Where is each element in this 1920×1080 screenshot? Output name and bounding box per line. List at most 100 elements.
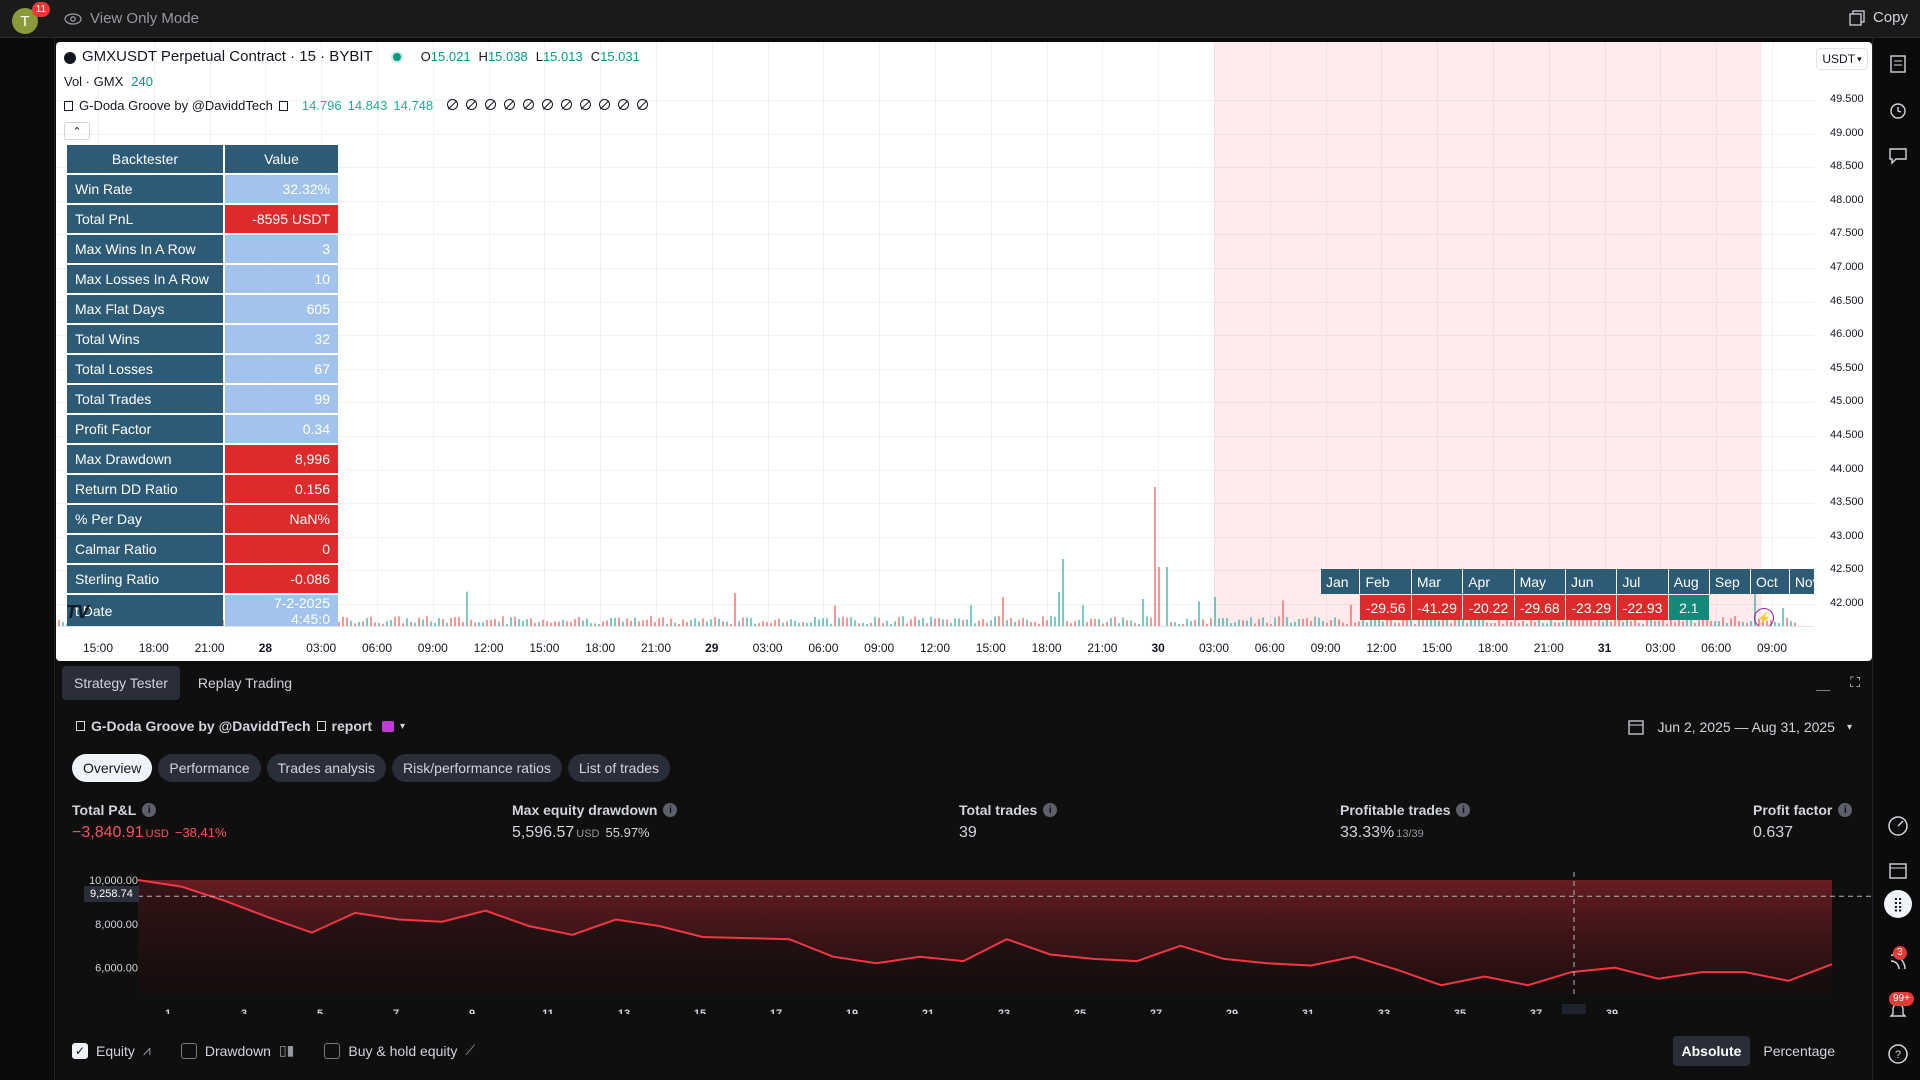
chevron-down-icon: ▾ (1857, 53, 1862, 64)
gauge-icon[interactable] (1886, 814, 1910, 838)
volume-bar (1286, 617, 1288, 627)
volume-bar (1730, 618, 1732, 627)
volume-bar (1458, 618, 1460, 627)
metric-label: Profit factor (1753, 802, 1833, 818)
info-icon[interactable]: i (1838, 803, 1853, 817)
price-chart[interactable]: GMXUSDT Perpetual Contract · 15 · BYBIT … (56, 42, 1872, 661)
collapse-legend-button[interactable]: ⌃ (64, 122, 90, 140)
percentage-button[interactable]: Percentage (1763, 1043, 1835, 1059)
volume-bar (1794, 622, 1796, 627)
ohlc-low: 15.013 (542, 49, 583, 64)
volume-bar (402, 623, 404, 627)
info-icon[interactable]: i (1043, 803, 1058, 817)
copy-icon (1849, 9, 1865, 26)
volume-bar (1478, 616, 1480, 627)
volume-bar (1614, 620, 1616, 627)
volume-bar (1014, 621, 1016, 627)
time-tick: 15:00 (975, 641, 1006, 655)
price-axis[interactable]: 49.500 49.000 48.500 48.000 47.500 47.000 46.5… (1814, 42, 1872, 626)
volume-bar (854, 620, 856, 627)
metric-sub: 13/39 (1396, 828, 1424, 840)
month-return: -29.56 (1360, 595, 1411, 620)
strategy-selector[interactable]: G-Doda Groove by @DaviddTech report ▾ (76, 718, 405, 734)
volume-bar (630, 620, 632, 627)
minimize-icon[interactable]: ＿ (1816, 676, 1831, 692)
month-header: Jan (1321, 569, 1360, 594)
info-icon[interactable]: i (663, 803, 678, 817)
volume-bar (1110, 618, 1112, 627)
buy-hold-checkbox[interactable]: Buy & hold equity ⟋ (324, 1042, 475, 1059)
volume-bar (1618, 618, 1620, 627)
volume-legend[interactable]: Vol · GMX 240 (64, 74, 153, 89)
volume-bar (1454, 618, 1456, 627)
date-range-picker[interactable]: Jun 2, 2025 — Aug 31, 2025 ▾ (1627, 718, 1852, 736)
volume-bar (570, 621, 572, 627)
tab-replay-trading[interactable]: Replay Trading (197, 675, 293, 691)
volume-bar (1414, 623, 1416, 627)
drawdown-checkbox[interactable]: Drawdown ▯▮ (180, 1042, 294, 1059)
calendar-icon[interactable] (1886, 858, 1910, 882)
subtab-overview[interactable]: Overview (72, 754, 153, 782)
volume-bar (526, 619, 528, 627)
metric-value: 0.637 (1753, 824, 1794, 841)
volume-bar (1670, 619, 1672, 627)
tab-strategy-tester[interactable]: Strategy Tester (62, 666, 180, 700)
time-tick: 18:00 (1031, 641, 1062, 655)
month-header: Feb (1360, 569, 1411, 594)
volume-bar (682, 619, 684, 627)
symbol-title[interactable]: GMXUSDT Perpetual Contract · 15 · BYBIT (82, 48, 373, 65)
strategy-box-icon (76, 721, 85, 731)
equity-chart[interactable]: 10,000.008,000.006,000.001 3 5 7 9 11 13 15 17 19… (56, 864, 1872, 1014)
backtester-header: Backtester (67, 145, 223, 173)
volume-bar (554, 621, 556, 627)
info-icon[interactable]: i (142, 803, 157, 817)
time-axis[interactable]: 15:00 18:00 21:00 28 03:00 06:00 09:00 12:00 15:… (56, 626, 1814, 661)
volume-bar (1598, 619, 1600, 627)
subtab-performance[interactable]: Performance (158, 754, 261, 782)
subtab-risk-ratios[interactable]: Risk/performance ratios (392, 754, 562, 782)
help-icon[interactable]: ? (1886, 1042, 1910, 1066)
stream-badge: 3 (1893, 946, 1907, 960)
volume-bar (454, 617, 456, 627)
price-tick: 46.500 (1830, 294, 1864, 307)
info-icon[interactable]: i (1456, 803, 1471, 817)
date-range-label: Jun 2, 2025 — Aug 31, 2025 (1657, 719, 1835, 735)
indicator-legend[interactable]: G-Doda Groove by @DaviddTech 14.796 14.8… (64, 98, 649, 113)
volume-bar (1150, 617, 1152, 627)
grid-line (1493, 42, 1494, 626)
absolute-button[interactable]: Absolute (1672, 1036, 1751, 1066)
volume-bar (1050, 616, 1052, 627)
grid-line (1269, 42, 1271, 626)
volume-bar (870, 623, 872, 627)
alarm-clock-icon[interactable] (1886, 98, 1910, 122)
volume-bar (358, 621, 360, 627)
currency-select[interactable]: USDT ▾ (1816, 48, 1868, 70)
volume-bar (810, 622, 812, 627)
volume-bar (1634, 618, 1636, 627)
report-label: report (331, 718, 372, 734)
volume-bar (998, 616, 1000, 627)
month-header: Mar (1411, 569, 1463, 594)
volume-bar (850, 617, 852, 627)
watchlist-icon[interactable] (1886, 52, 1910, 76)
copy-button[interactable]: Copy (1849, 9, 1908, 26)
lightning-icon[interactable]: ⚡ (1754, 608, 1774, 628)
volume-bar (1018, 620, 1020, 627)
subtab-trades-analysis[interactable]: Trades analysis (266, 754, 387, 782)
volume-bar (798, 622, 800, 627)
volume-bar (438, 618, 440, 627)
chat-icon[interactable] (1886, 144, 1910, 168)
subtab-list-of-trades[interactable]: List of trades (567, 754, 671, 782)
backtester-label: Max Drawdown (67, 445, 223, 473)
volume-bar (1662, 619, 1664, 627)
equity-x-tick: 31 (1302, 1008, 1314, 1014)
month-return: -20.22 (1463, 595, 1514, 620)
null-value-icon (542, 99, 554, 110)
maximize-icon[interactable]: ⛶ (1850, 674, 1860, 690)
apps-grid-icon[interactable]: ⣿ (1884, 890, 1912, 918)
tradingview-logo[interactable]: TV (66, 602, 90, 622)
equity-x-tick: 19 (846, 1008, 858, 1014)
volume-bar (674, 622, 676, 627)
equity-checkbox[interactable]: ✓ Equity ⩘ (72, 1042, 151, 1059)
volume-bar (522, 621, 524, 627)
